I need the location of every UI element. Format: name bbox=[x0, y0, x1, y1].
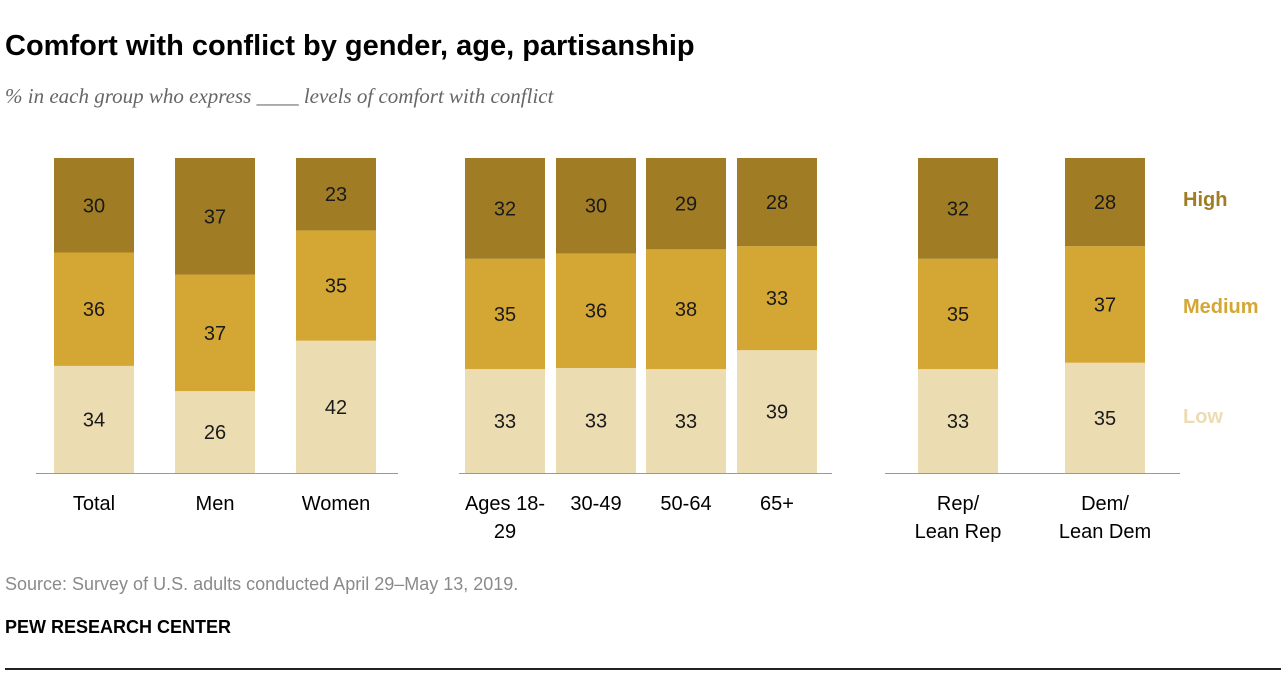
category-label: Dem/ bbox=[1081, 493, 1129, 515]
data-label: 37 bbox=[204, 206, 226, 228]
data-label: 33 bbox=[494, 411, 516, 433]
source-note: Source: Survey of U.S. adults conducted … bbox=[5, 574, 519, 594]
bar-segment-medium bbox=[465, 258, 545, 370]
category-label: 30-49 bbox=[570, 493, 621, 515]
bar-segment-low bbox=[737, 350, 817, 473]
chart-subtitle: % in each group who express ____ levels … bbox=[5, 84, 554, 108]
bar-segment-low bbox=[646, 369, 726, 473]
chart-title: Comfort with conflict by gender, age, pa… bbox=[5, 30, 695, 62]
legend-item-high: High bbox=[1183, 189, 1227, 211]
bar-segment-high bbox=[1065, 158, 1145, 247]
bar-segment-high bbox=[737, 158, 817, 247]
legend-item-medium: Medium bbox=[1183, 296, 1259, 318]
data-label: 38 bbox=[675, 299, 697, 321]
data-label: 33 bbox=[947, 411, 969, 433]
bar-segment-low bbox=[1065, 362, 1145, 473]
category-label: Lean Dem bbox=[1059, 521, 1151, 543]
category-label: 50-64 bbox=[660, 493, 711, 515]
bar-segment-high bbox=[918, 158, 998, 259]
bar-segment-low bbox=[175, 391, 255, 473]
data-label: 36 bbox=[585, 301, 607, 323]
bar-segment-medium bbox=[175, 274, 255, 392]
bar-segment-medium bbox=[296, 230, 376, 341]
bar-segment-medium bbox=[646, 249, 726, 370]
category-label: Lean Rep bbox=[915, 521, 1002, 543]
bar-segment-high bbox=[175, 158, 255, 275]
data-label: 26 bbox=[204, 422, 226, 444]
data-label: 35 bbox=[1094, 408, 1116, 430]
data-label: 35 bbox=[325, 276, 347, 298]
category-label: Men bbox=[196, 493, 235, 515]
bottom-divider bbox=[5, 668, 1281, 670]
data-label: 33 bbox=[585, 411, 607, 433]
category-label: Rep/ bbox=[937, 493, 980, 515]
data-label: 37 bbox=[1094, 294, 1116, 316]
stacked-bar-chart: 34 36 30 Total 26 37 37 Men 42 35 23 Women 33 35 32 Age… bbox=[36, 158, 1259, 543]
bar-segment-medium bbox=[737, 246, 817, 351]
bar-segment-low bbox=[556, 368, 636, 473]
category-label: 29 bbox=[494, 521, 516, 543]
data-label: 33 bbox=[675, 411, 697, 433]
bar-segment-medium bbox=[54, 252, 134, 366]
data-label: 39 bbox=[766, 402, 788, 424]
bar-segment-high bbox=[556, 158, 636, 254]
data-label: 35 bbox=[947, 304, 969, 326]
data-label: 36 bbox=[83, 299, 105, 321]
data-label: 28 bbox=[766, 192, 788, 214]
bar-segment-high bbox=[296, 158, 376, 231]
bar-segment-high bbox=[54, 158, 134, 253]
category-label: 65+ bbox=[760, 493, 794, 515]
data-label: 32 bbox=[494, 198, 516, 220]
data-label: 30 bbox=[585, 196, 607, 218]
bar-segment-medium bbox=[556, 253, 636, 368]
data-label: 34 bbox=[83, 409, 105, 431]
category-label: Ages 18- bbox=[465, 493, 545, 515]
data-label: 37 bbox=[204, 323, 226, 345]
legend-item-low: Low bbox=[1183, 406, 1223, 428]
data-label: 35 bbox=[494, 304, 516, 326]
bar-segment-medium bbox=[1065, 246, 1145, 363]
category-label: Total bbox=[73, 493, 115, 515]
data-label: 32 bbox=[947, 198, 969, 220]
data-label: 33 bbox=[766, 288, 788, 310]
category-label: Women bbox=[302, 493, 371, 515]
bar-segment-low bbox=[465, 369, 545, 473]
organization-name: PEW RESEARCH CENTER bbox=[5, 617, 232, 637]
data-label: 23 bbox=[325, 184, 347, 206]
bar-segment-medium bbox=[918, 258, 998, 370]
data-label: 30 bbox=[83, 195, 105, 217]
data-label: 42 bbox=[325, 397, 347, 419]
bar-segment-high bbox=[646, 158, 726, 250]
bar-segment-low bbox=[296, 340, 376, 473]
data-label: 28 bbox=[1094, 192, 1116, 214]
bar-segment-low bbox=[54, 365, 134, 473]
bar-segment-low bbox=[918, 369, 998, 473]
bar-segment-high bbox=[465, 158, 545, 259]
data-label: 29 bbox=[675, 194, 697, 216]
